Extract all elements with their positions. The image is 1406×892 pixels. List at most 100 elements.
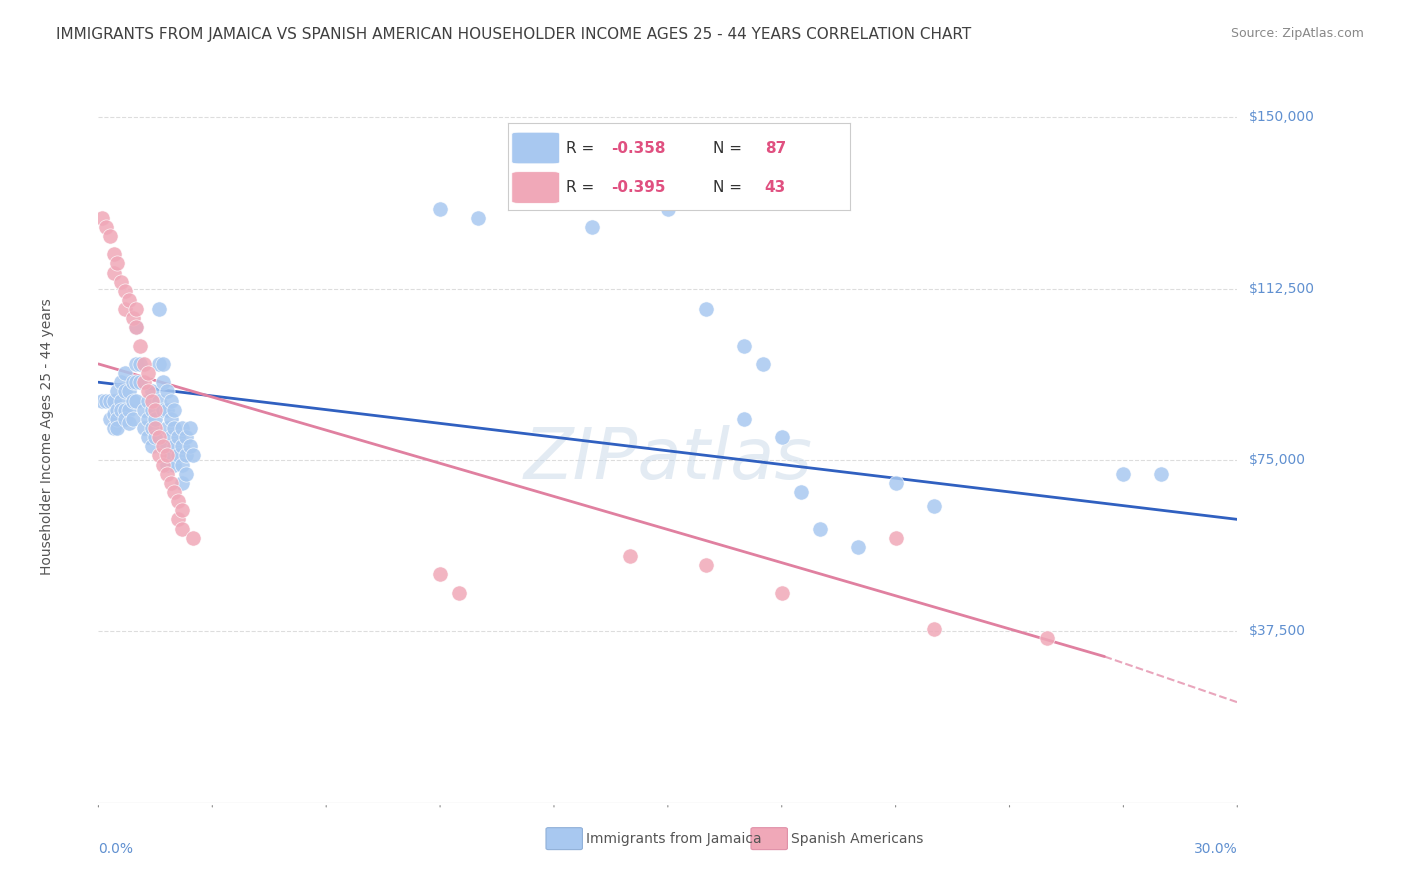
FancyBboxPatch shape — [751, 828, 787, 849]
Point — [121, 411, 143, 425]
Point — [129, 338, 152, 352]
Point — [145, 402, 167, 417]
Point — [152, 402, 174, 417]
Point — [156, 467, 179, 481]
Text: 30.0%: 30.0% — [1194, 842, 1237, 855]
Point — [170, 421, 193, 435]
Point — [118, 293, 141, 307]
Point — [103, 266, 125, 280]
Point — [619, 549, 641, 563]
Point — [132, 375, 155, 389]
Text: Immigrants from Jamaica: Immigrants from Jamaica — [586, 831, 762, 846]
Point — [121, 375, 143, 389]
Point — [159, 430, 181, 444]
Point — [132, 357, 155, 371]
Point — [152, 439, 174, 453]
Point — [125, 320, 148, 334]
Point — [136, 430, 159, 444]
Point — [922, 499, 945, 513]
Point — [103, 393, 125, 408]
Point — [429, 567, 451, 582]
Text: $37,500: $37,500 — [1249, 624, 1305, 639]
Point — [148, 357, 170, 371]
Point — [922, 622, 945, 636]
Point — [141, 393, 163, 408]
Point — [170, 503, 193, 517]
Point — [174, 448, 197, 462]
Point — [449, 585, 471, 599]
Point — [159, 475, 181, 490]
Point — [107, 402, 129, 417]
Point — [1150, 467, 1173, 481]
Point — [98, 393, 121, 408]
Point — [103, 407, 125, 421]
Point — [148, 301, 170, 317]
Point — [770, 585, 793, 599]
Point — [152, 375, 174, 389]
Point — [170, 521, 193, 535]
Point — [152, 458, 174, 472]
Point — [167, 494, 190, 508]
Text: Householder Income Ages 25 - 44 years: Householder Income Ages 25 - 44 years — [41, 299, 55, 575]
Point — [103, 247, 125, 261]
Point — [121, 311, 143, 326]
Point — [98, 411, 121, 425]
Point — [141, 402, 163, 417]
Point — [114, 301, 136, 317]
Point — [467, 211, 489, 225]
Point — [114, 411, 136, 425]
Text: $150,000: $150,000 — [1249, 110, 1315, 124]
Point — [1112, 467, 1135, 481]
Point — [110, 393, 132, 408]
Point — [148, 448, 170, 462]
Point — [163, 484, 186, 499]
Point — [884, 531, 907, 545]
Text: 0.0%: 0.0% — [98, 842, 134, 855]
Point — [429, 202, 451, 216]
Point — [163, 421, 186, 435]
Point — [145, 421, 167, 435]
Point — [156, 402, 179, 417]
Point — [174, 430, 197, 444]
Point — [132, 402, 155, 417]
Point — [141, 421, 163, 435]
Point — [733, 338, 755, 352]
Point — [145, 430, 167, 444]
Point — [103, 421, 125, 435]
Point — [163, 458, 186, 472]
Point — [183, 531, 205, 545]
Text: $75,000: $75,000 — [1249, 453, 1305, 467]
Point — [846, 540, 869, 554]
Point — [148, 393, 170, 408]
Point — [156, 421, 179, 435]
Point — [884, 475, 907, 490]
Point — [581, 219, 603, 234]
Point — [183, 448, 205, 462]
Point — [129, 357, 152, 371]
Point — [156, 384, 179, 399]
Point — [695, 301, 717, 317]
Point — [94, 219, 117, 234]
Point — [136, 366, 159, 380]
Point — [114, 384, 136, 399]
Point — [790, 484, 813, 499]
Point — [114, 366, 136, 380]
Point — [110, 375, 132, 389]
Point — [114, 284, 136, 298]
Point — [1036, 632, 1059, 646]
Point — [107, 421, 129, 435]
Point — [141, 384, 163, 399]
Point — [129, 375, 152, 389]
Point — [118, 417, 141, 431]
Point — [733, 411, 755, 425]
Point — [152, 357, 174, 371]
Point — [159, 411, 181, 425]
Point — [125, 393, 148, 408]
Point — [141, 439, 163, 453]
Point — [163, 402, 186, 417]
Point — [695, 558, 717, 573]
Point — [156, 458, 179, 472]
Text: ZIPatlas: ZIPatlas — [523, 425, 813, 493]
Point — [770, 430, 793, 444]
Point — [121, 393, 143, 408]
